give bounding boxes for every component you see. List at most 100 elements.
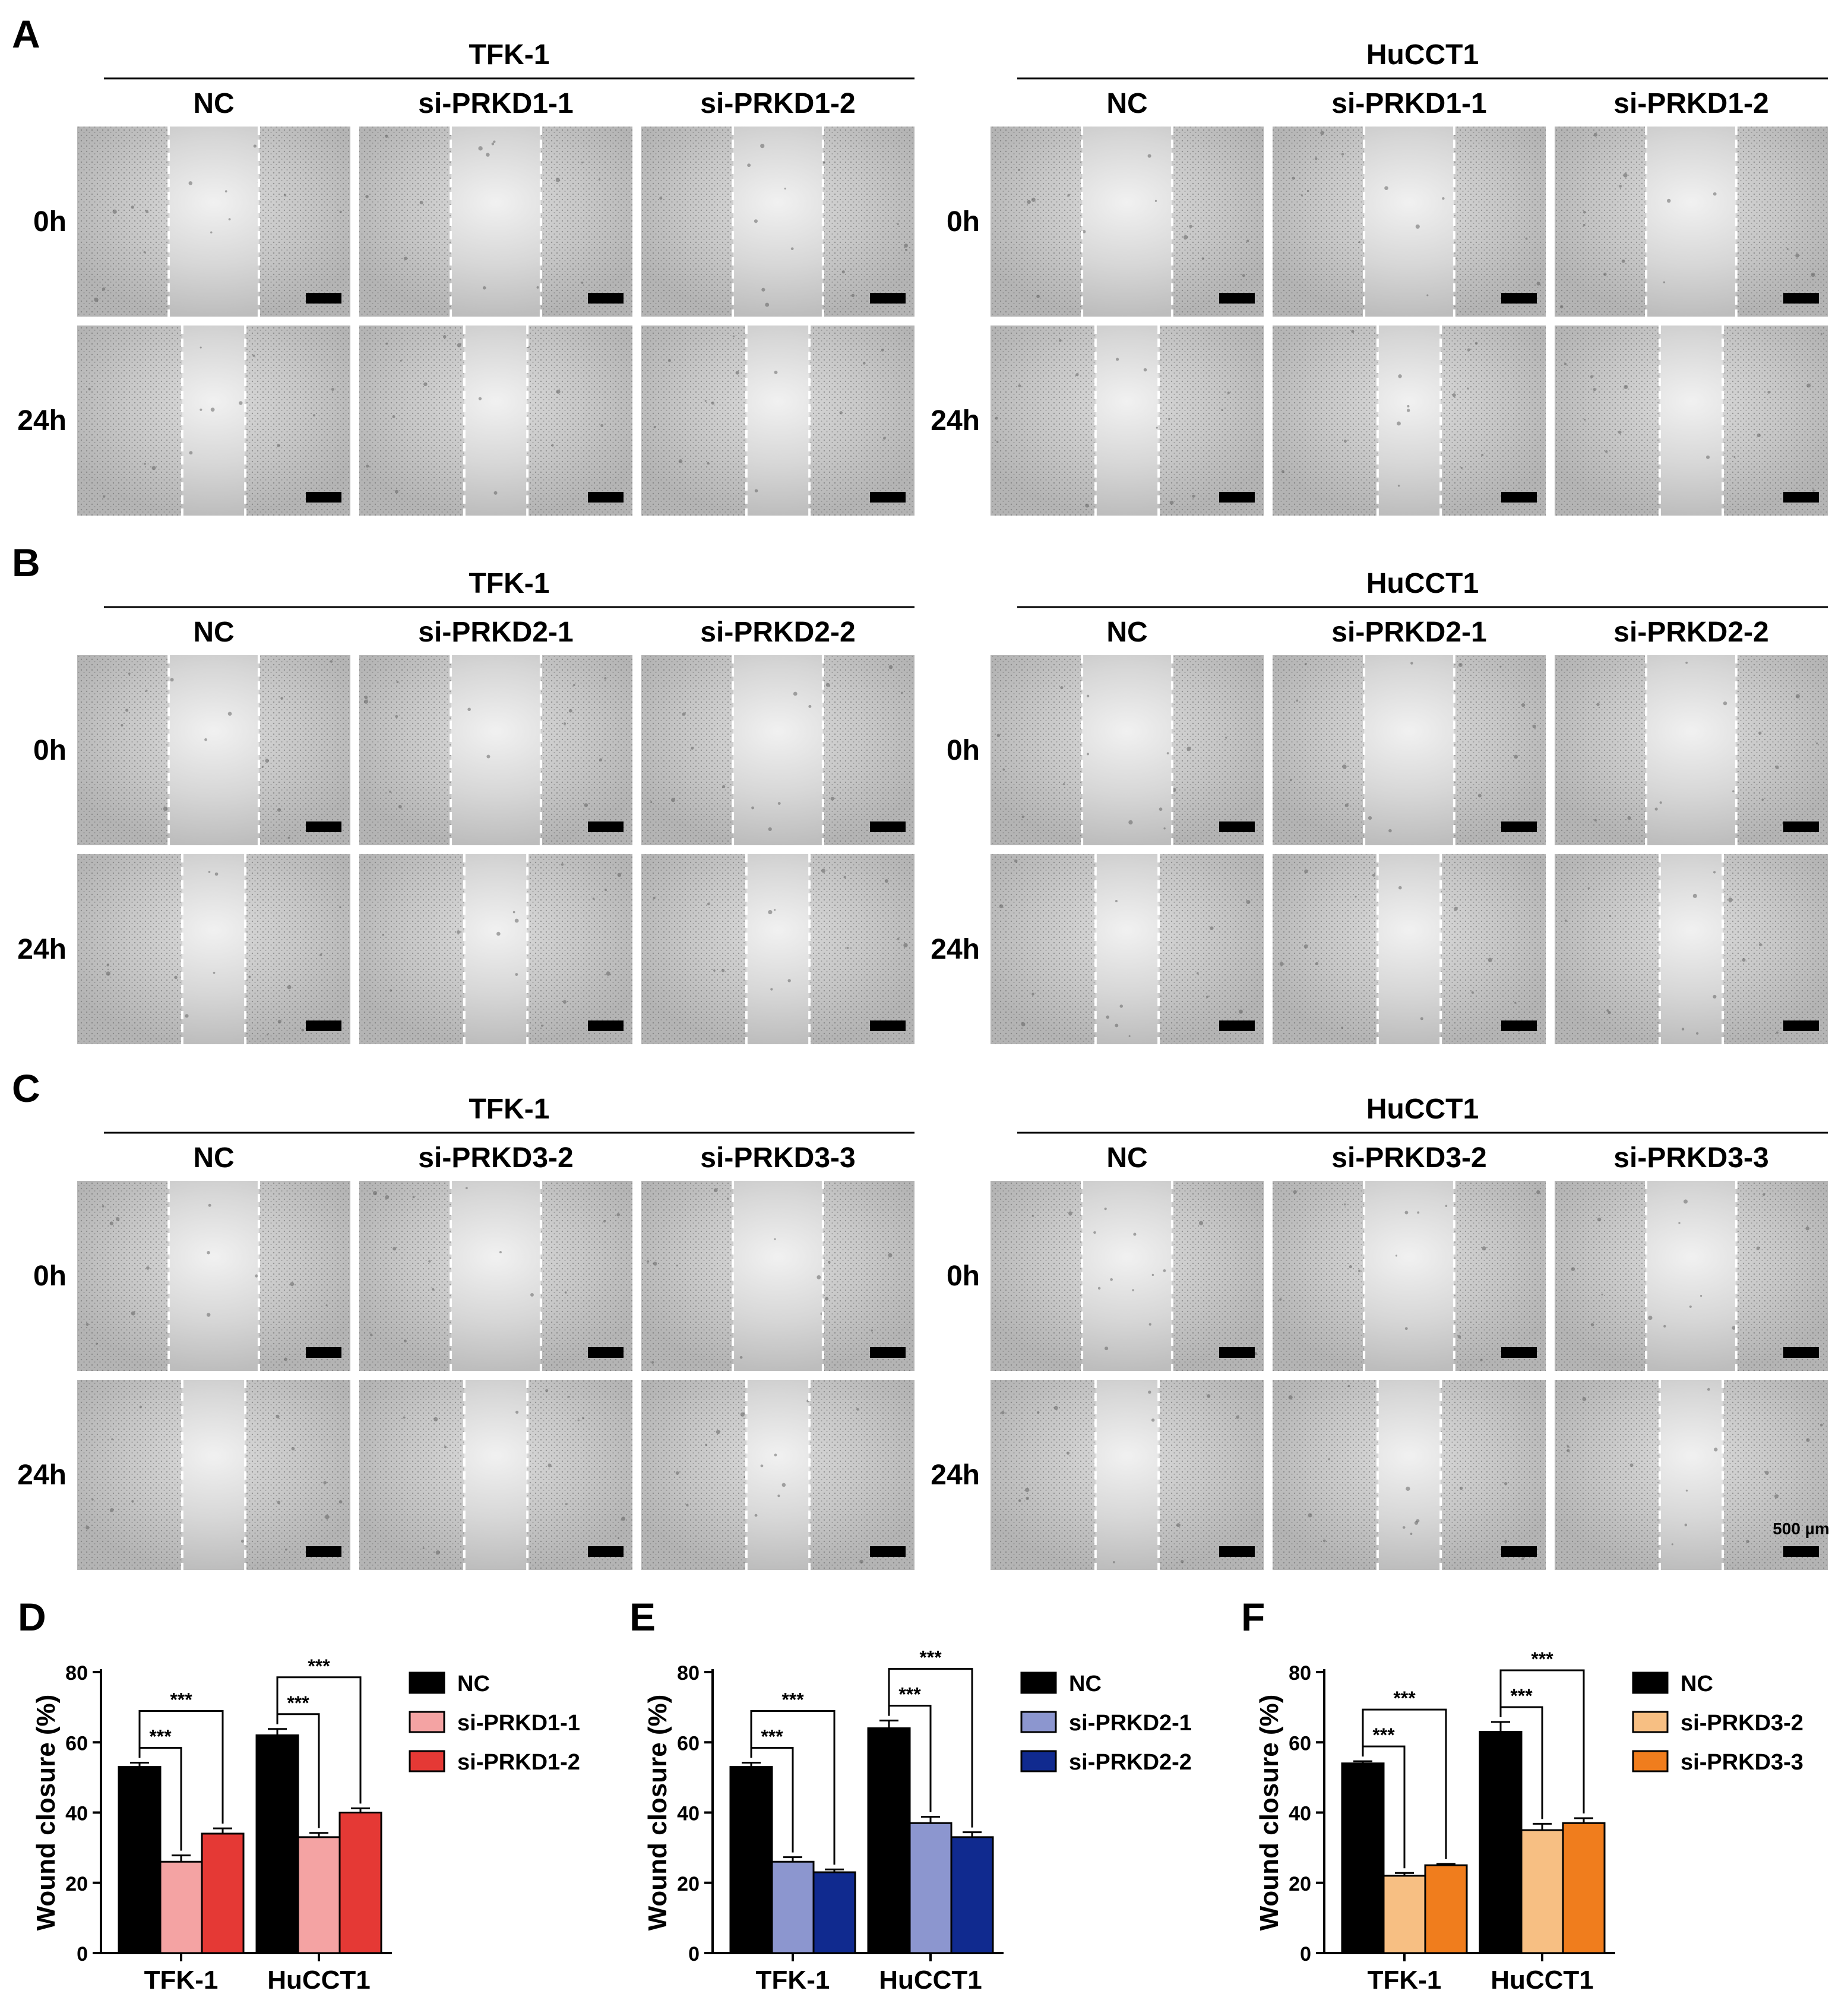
cell-debris	[239, 401, 243, 405]
cell-debris	[996, 441, 999, 443]
cell-debris	[88, 387, 91, 391]
legend-swatch	[1632, 1711, 1669, 1733]
legend-swatch	[409, 1671, 445, 1694]
y-tick-label: 40	[1289, 1803, 1311, 1825]
cell-debris	[465, 1187, 468, 1190]
cell-debris	[995, 416, 998, 420]
cell-layer-left	[991, 655, 1083, 845]
scale-bar	[1783, 293, 1819, 304]
cell-debris	[1186, 746, 1191, 751]
cell-debris	[1148, 1323, 1151, 1326]
cell-debris	[339, 906, 341, 909]
cell-debris	[252, 354, 255, 357]
cell-debris	[768, 827, 772, 832]
cell-debris	[1201, 257, 1204, 260]
cell-layer-left	[359, 1181, 451, 1371]
cell-debris	[125, 709, 129, 712]
cell-debris	[91, 1498, 94, 1501]
cell-debris	[584, 803, 588, 807]
cell-layer-right	[527, 854, 632, 1044]
cell-debris	[1514, 1001, 1517, 1004]
cell-debris	[385, 134, 388, 138]
cell-debris	[112, 209, 117, 214]
cell-debris	[897, 937, 900, 940]
cell-debris	[86, 1525, 90, 1530]
cell-debris	[846, 946, 849, 949]
cell-debris	[530, 1293, 534, 1297]
cell-debris	[1819, 1423, 1823, 1427]
cell-debris	[777, 802, 781, 805]
cell-debris	[996, 734, 1001, 737]
cell-debris	[754, 1513, 758, 1517]
cell-debris	[339, 210, 342, 213]
cell-debris	[1082, 230, 1086, 233]
bar-si-prkd3-3-tfk-1	[1424, 1864, 1468, 1954]
cell-debris	[1368, 816, 1372, 820]
cell-debris	[751, 806, 754, 810]
cell-debris	[1684, 1524, 1688, 1527]
cell-debris	[1582, 1397, 1587, 1401]
cell-debris	[1482, 1246, 1486, 1251]
cell-debris	[1525, 237, 1528, 240]
condition-label: si-PRKD1-2	[700, 88, 855, 119]
cell-debris	[1583, 223, 1586, 226]
cell-debris	[841, 270, 845, 274]
cell-debris	[1342, 764, 1347, 769]
scale-bar	[1219, 821, 1255, 832]
condition-label: si-PRKD2-2	[1613, 617, 1768, 648]
cell-debris	[787, 979, 791, 982]
cell-debris	[515, 973, 518, 976]
cell-debris	[1037, 1411, 1040, 1414]
cell-debris	[711, 401, 714, 405]
y-axis-label: Wound closure (%)	[643, 1695, 672, 1931]
bar-si-prkd2-2-tfk-1	[812, 1871, 856, 1954]
micrograph-tfk-1-1-0h	[359, 1181, 632, 1371]
cell-layer-right	[822, 127, 914, 317]
cell-debris	[403, 1416, 406, 1419]
condition-label: NC	[1106, 617, 1147, 648]
cell-debris	[761, 287, 765, 292]
cell-debris	[1762, 1193, 1765, 1196]
cell-debris	[1776, 1031, 1779, 1034]
cell-layer-left	[991, 1181, 1083, 1371]
cell-debris	[686, 1503, 689, 1507]
micrograph-hucct1-0-24h	[991, 1380, 1264, 1570]
cell-debris	[398, 805, 402, 808]
significance-label: ***	[1510, 1685, 1533, 1707]
bar-nc-tfk-1	[118, 1766, 162, 1954]
cell-debris	[139, 1405, 143, 1408]
scale-bar	[1501, 1546, 1537, 1557]
cell-debris	[208, 871, 211, 873]
cell-debris	[412, 1196, 415, 1199]
cell-debris	[109, 1221, 114, 1225]
cell-debris	[1176, 1523, 1181, 1528]
scale-bar	[1783, 492, 1819, 503]
cell-debris	[1713, 871, 1716, 874]
cell-debris	[653, 425, 656, 429]
cell-debris	[109, 1508, 114, 1512]
cell-debris	[111, 1438, 113, 1440]
cell-layer-left	[1273, 854, 1378, 1044]
bar-si-prkd3-3-hucct1	[1562, 1822, 1606, 1954]
cell-debris	[1410, 1532, 1413, 1535]
cell-debris	[675, 1471, 679, 1475]
cell-layer-left	[641, 127, 733, 317]
cell-line-label: HuCCT1	[1366, 568, 1479, 599]
condition-label: NC	[1106, 88, 1147, 119]
bar-nc-tfk-1	[1341, 1762, 1385, 1954]
cell-layer-right	[1454, 655, 1546, 845]
bar-si-prkd1-1-tfk-1	[159, 1860, 203, 1954]
micrograph-tfk-1-2-0h	[641, 1181, 914, 1371]
cell-debris	[1457, 1335, 1461, 1339]
micrograph-hucct1-2-24h: 500 µm	[1555, 1380, 1830, 1570]
cell-debris	[600, 424, 604, 427]
legend-swatch	[1632, 1671, 1669, 1694]
y-tick-label: 20	[65, 1873, 88, 1895]
panel-letter-E: E	[629, 1595, 656, 1639]
cell-debris	[774, 371, 778, 374]
cell-debris	[1415, 224, 1420, 229]
cell-debris	[768, 910, 773, 915]
scale-bar	[1501, 1347, 1537, 1358]
cell-debris	[1564, 919, 1567, 922]
cell-debris	[1106, 1015, 1110, 1019]
